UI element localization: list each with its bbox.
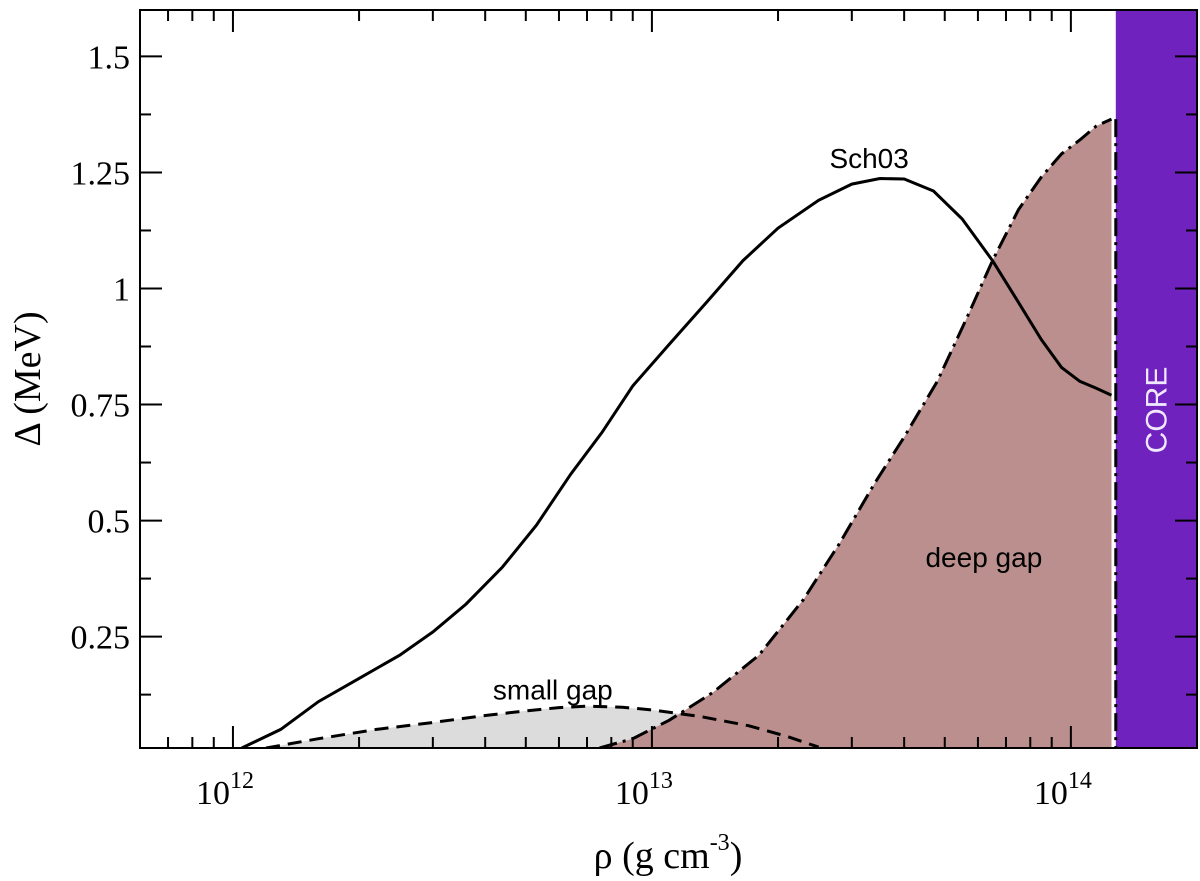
- y-tick-label: 1.25: [71, 155, 131, 192]
- deep-gap-fill: [599, 119, 1112, 748]
- y-tick-label: 0.5: [88, 504, 131, 541]
- y-tick-label: 0.75: [71, 388, 131, 425]
- y-tick-label: 1: [113, 271, 130, 308]
- axis-tick-labels: 1012 1013 1014 0.25 0.5 0.75 1 1.25 1.5: [71, 39, 1092, 812]
- x-axis-title-close: ): [730, 835, 743, 877]
- small-gap-curve: [265, 704, 820, 748]
- axis-ticks: [139, 10, 1198, 748]
- x-tick-label: 1012: [196, 768, 254, 812]
- x-tick-label: 1013: [615, 768, 673, 812]
- x-axis-title-exponent: -3: [710, 830, 730, 856]
- sch03-label: Sch03: [829, 143, 908, 174]
- x-tick-label: 1014: [1034, 768, 1092, 812]
- sch03-curve: [241, 176, 1113, 748]
- core-label: CORE: [1140, 367, 1173, 454]
- x-axis-title: ρ (g cm-3): [594, 830, 743, 877]
- small-gap-label: small gap: [493, 674, 613, 705]
- x-axis-title-main: ρ (g cm: [594, 835, 710, 877]
- y-tick-label: 0.25: [71, 620, 131, 657]
- y-tick-label: 1.5: [88, 39, 131, 76]
- deep-gap-label: deep gap: [925, 542, 1042, 573]
- y-axis-title: Δ (MeV): [7, 311, 49, 446]
- core-region: [1115, 10, 1197, 748]
- plot-frame: [139, 9, 1198, 749]
